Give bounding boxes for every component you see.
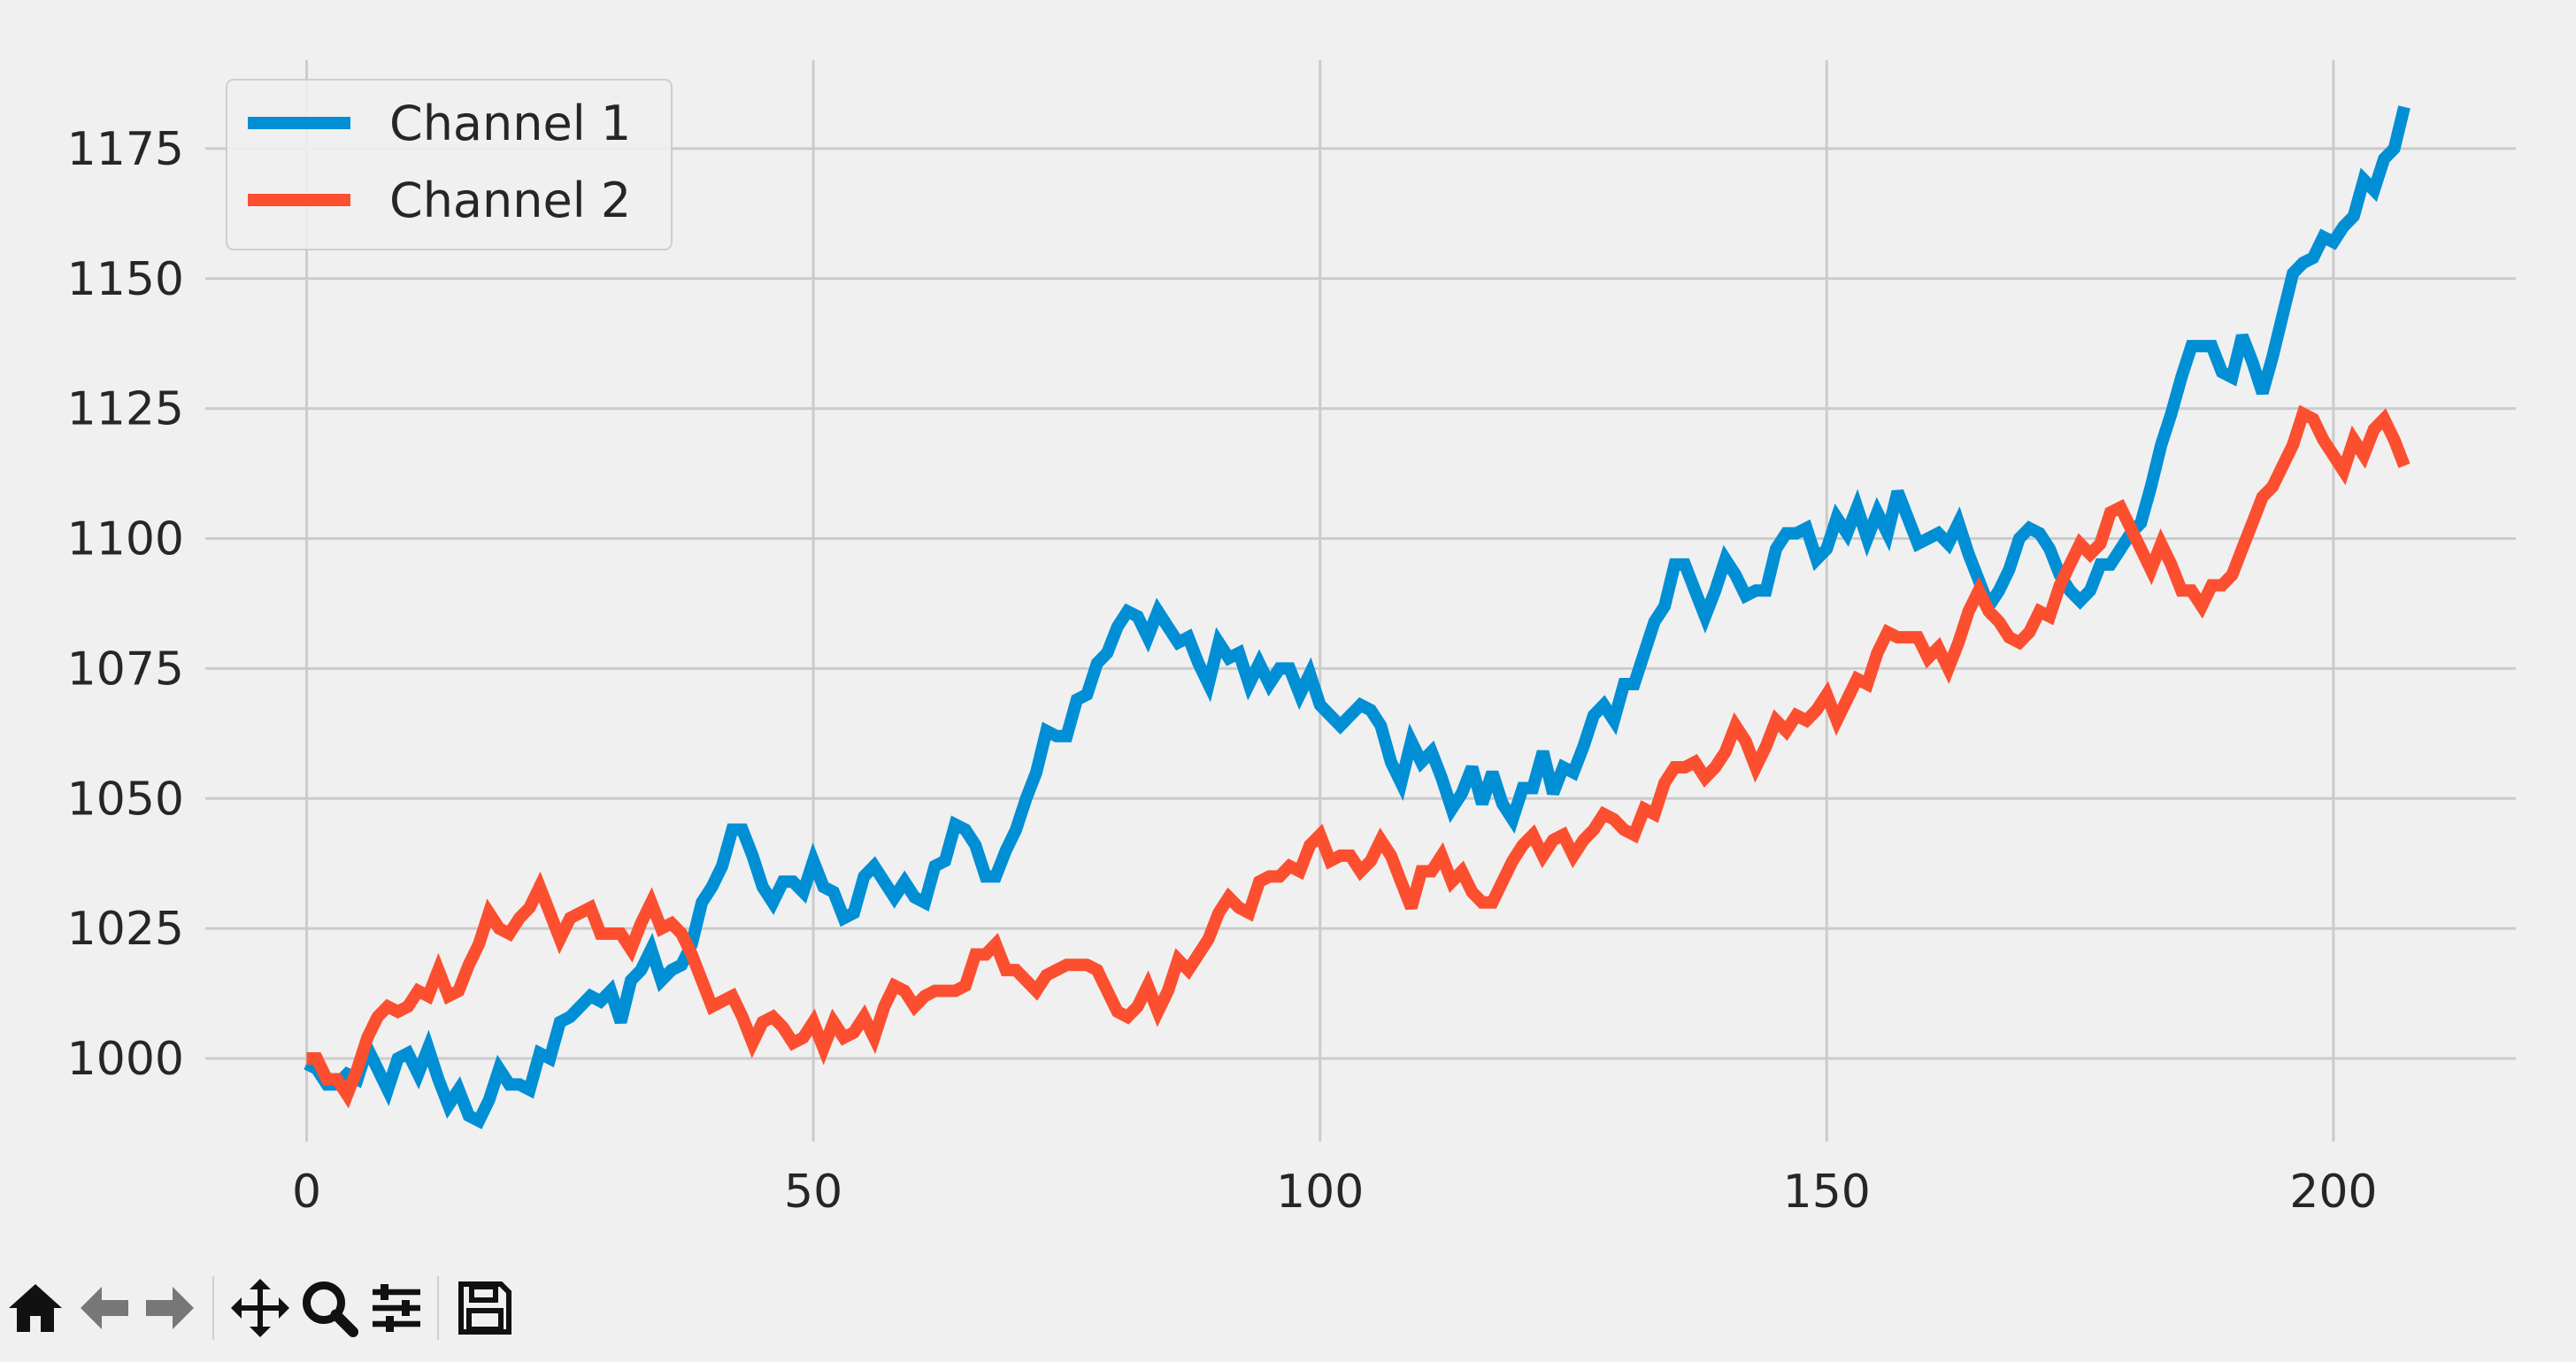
legend-label: Channel 1: [389, 96, 631, 151]
magnifier-icon: [303, 1281, 358, 1337]
sliders-icon: [373, 1284, 420, 1332]
x-tick-label: 100: [1276, 1166, 1364, 1219]
y-axis: 1000 1025 1050 1075 1100 1125 1150 1175: [67, 123, 184, 1086]
series-line-2: [306, 404, 2411, 1109]
series-line-1: [304, 105, 2411, 1129]
y-tick-label: 1075: [67, 643, 184, 696]
y-tick-label: 1150: [67, 253, 184, 306]
zoom-button[interactable]: [297, 1276, 361, 1340]
save-button[interactable]: [453, 1276, 517, 1340]
plot-lines: [304, 105, 2411, 1129]
x-tick-label: 150: [1783, 1166, 1871, 1219]
arrow-right-icon: [146, 1287, 194, 1329]
x-tick-label: 200: [2289, 1166, 2377, 1219]
home-button[interactable]: [4, 1276, 67, 1340]
legend: Channel 1 Channel 2: [226, 79, 673, 250]
x-axis: 0 50 100 150 200: [292, 1166, 2378, 1219]
y-tick-label: 1000: [67, 1033, 184, 1086]
legend-label: Channel 2: [389, 173, 631, 228]
back-button[interactable]: [73, 1276, 136, 1340]
arrow-left-icon: [81, 1287, 128, 1329]
pan-button[interactable]: [228, 1276, 292, 1340]
x-tick-label: 0: [292, 1166, 321, 1219]
y-tick-label: 1125: [67, 383, 184, 436]
grid: [205, 60, 2516, 1142]
navigation-toolbar: [0, 1258, 619, 1356]
configure-subplots-button[interactable]: [365, 1276, 428, 1340]
y-tick-label: 1025: [67, 903, 184, 956]
line-chart: 1000 1025 1050 1075 1100 1125 1150 1175 0 50 100 1…: [67, 60, 2516, 1219]
home-icon: [9, 1284, 62, 1332]
toolbar-separator: [437, 1276, 439, 1340]
move-icon: [231, 1279, 289, 1337]
y-tick-label: 1050: [67, 773, 184, 826]
x-tick-label: 50: [784, 1166, 842, 1219]
forward-button[interactable]: [138, 1276, 202, 1340]
toolbar-separator: [212, 1276, 214, 1340]
floppy-disk-icon: [458, 1281, 511, 1335]
y-tick-label: 1100: [67, 513, 184, 566]
y-tick-label: 1175: [67, 123, 184, 176]
